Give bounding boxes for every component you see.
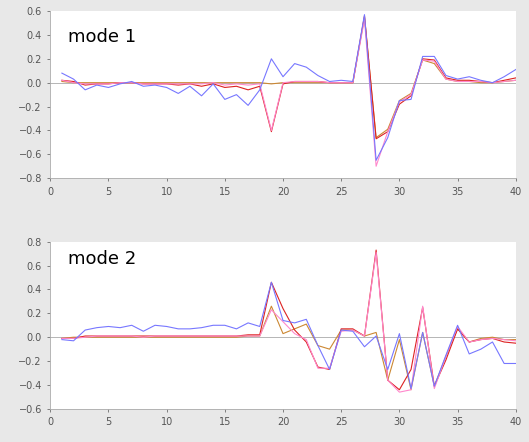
Text: mode 2: mode 2 (68, 250, 136, 268)
Text: mode 1: mode 1 (68, 28, 136, 46)
